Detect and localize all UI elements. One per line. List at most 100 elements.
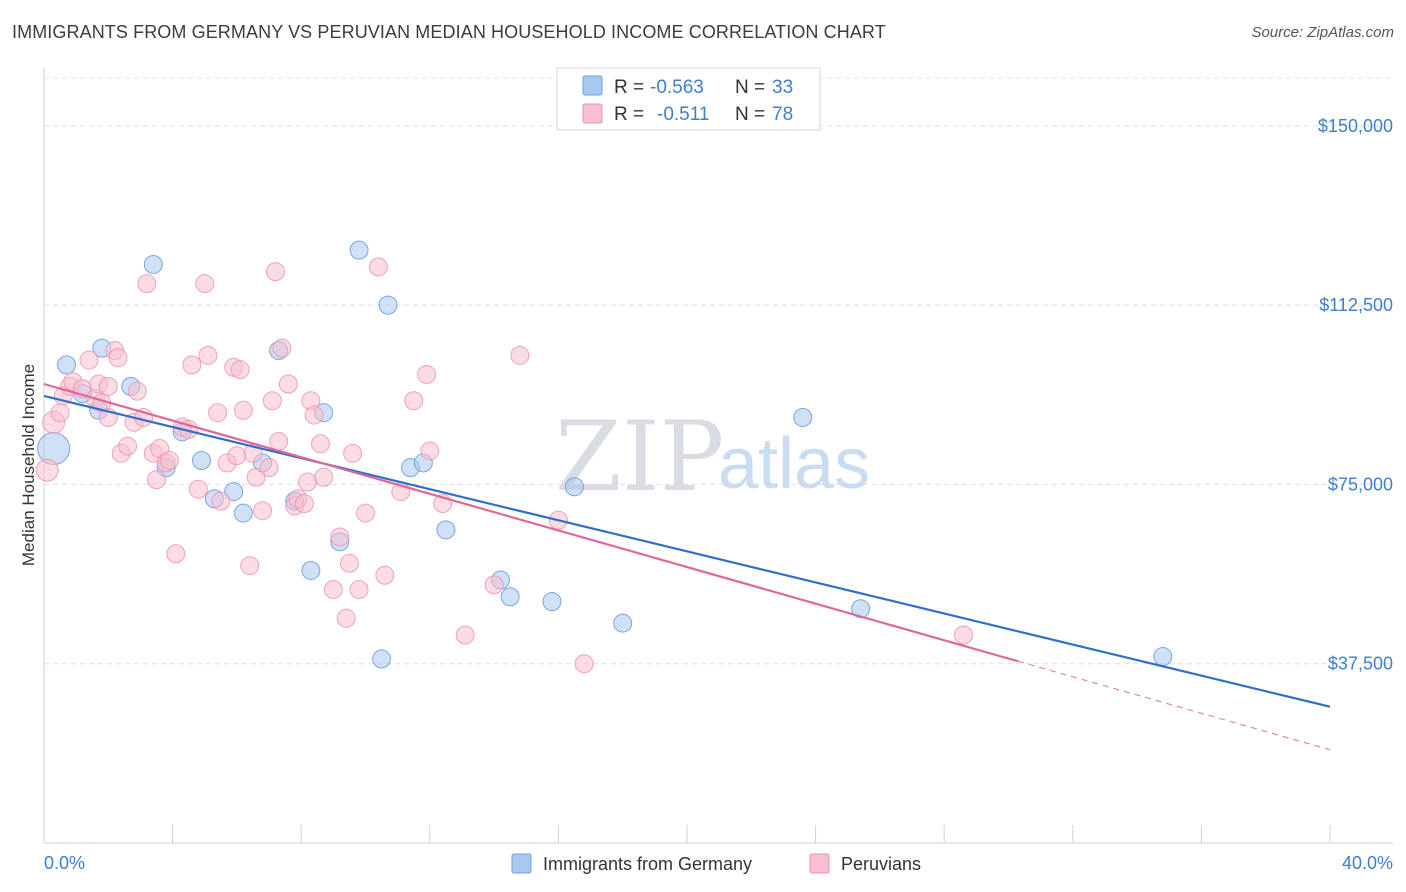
y-tick-label: $112,500 — [1319, 295, 1393, 315]
x-tick-max: 40.0% — [1342, 853, 1393, 873]
watermark: ZIP atlas — [555, 401, 870, 513]
data-point — [118, 436, 138, 456]
legend-swatch-peruvians — [582, 103, 603, 124]
data-point — [1153, 647, 1173, 667]
data-point — [368, 257, 388, 277]
data-point — [323, 580, 343, 600]
data-point — [375, 565, 395, 585]
data-point — [253, 501, 273, 521]
y-axis-label: Median Household Income — [19, 364, 38, 566]
watermark-atlas: atlas — [718, 424, 870, 504]
data-point — [378, 295, 398, 315]
data-point — [272, 338, 292, 358]
data-point — [246, 467, 266, 487]
data-point — [127, 381, 147, 401]
data-point — [259, 458, 279, 478]
legend-n-value-germany: 33 — [772, 77, 793, 98]
data-point — [227, 446, 247, 466]
data-point — [542, 592, 562, 612]
legend-n-value-peruvians: 78 — [772, 104, 793, 125]
data-point — [265, 262, 285, 282]
legend-n-label-germany: N = — [735, 77, 765, 98]
y-tick-label: $75,000 — [1328, 474, 1393, 494]
trend-lines — [43, 382, 1331, 751]
y-tick-label: $150,000 — [1318, 116, 1393, 136]
data-point — [336, 608, 356, 628]
data-point — [436, 520, 456, 540]
data-point — [192, 451, 212, 470]
data-point — [420, 441, 440, 461]
data-point — [310, 434, 330, 454]
data-point — [230, 360, 250, 380]
data-point — [953, 625, 973, 645]
series-legend-label-germany: Immigrants from Germany — [543, 854, 752, 874]
data-point — [147, 470, 167, 490]
data-point — [211, 491, 231, 511]
legend-swatch-germany — [582, 75, 603, 96]
data-point — [262, 391, 282, 411]
data-point — [143, 254, 163, 274]
series-legend-swatch-germany — [511, 853, 532, 874]
data-point — [166, 544, 186, 564]
watermark-zip: ZIP — [555, 401, 724, 513]
data-point — [137, 274, 157, 294]
data-point — [240, 556, 260, 576]
data-point — [613, 613, 633, 633]
correlation-legend: R = -0.563 N = 33 R = -0.511 N = 78 — [556, 67, 821, 131]
series-legend-label-peruvians: Peruvians — [841, 854, 921, 874]
data-point — [269, 431, 289, 451]
data-point — [198, 345, 218, 365]
data-point — [339, 553, 359, 573]
data-point — [301, 560, 321, 580]
data-point — [510, 345, 530, 365]
y-tick-labels: $37,500 $75,000 $112,500 $150,000 — [1318, 116, 1393, 674]
data-point — [417, 364, 437, 384]
series-legend: Immigrants from Germany Peruvians — [511, 853, 921, 874]
legend-r-value-peruvians: -0.511 — [657, 104, 709, 125]
data-point — [233, 503, 253, 523]
data-point — [159, 451, 179, 470]
data-point — [57, 355, 77, 375]
data-point — [233, 400, 253, 420]
trend-line-peruvians — [43, 382, 1019, 663]
data-point — [35, 458, 59, 482]
data-point — [108, 348, 128, 368]
data-point — [500, 587, 520, 607]
legend-r-label-germany: R = — [614, 77, 644, 98]
data-point — [294, 494, 314, 514]
data-point — [182, 355, 202, 375]
chart-title: IMMIGRANTS FROM GERMANY VS PERUVIAN MEDI… — [12, 22, 886, 42]
data-point — [372, 649, 392, 669]
data-point — [349, 580, 369, 600]
data-point — [298, 472, 318, 492]
y-tick-label: $37,500 — [1328, 654, 1393, 674]
data-point — [224, 482, 244, 502]
data-point — [79, 350, 99, 370]
trend-line-germany — [43, 394, 1331, 708]
data-point — [98, 376, 118, 396]
data-point — [349, 240, 369, 260]
data-point — [304, 405, 324, 425]
data-point — [484, 575, 504, 595]
data-point — [455, 625, 475, 645]
data-point — [404, 391, 424, 411]
data-point — [195, 274, 215, 294]
series-legend-swatch-peruvians — [809, 853, 830, 874]
data-point — [208, 403, 228, 423]
legend-r-value-germany: -0.563 — [650, 77, 704, 98]
data-point — [330, 527, 350, 547]
data-point — [356, 503, 375, 523]
data-point — [50, 403, 70, 423]
legend-r-label-peruvians: R = — [614, 104, 644, 125]
data-point — [564, 477, 584, 497]
data-point — [793, 407, 813, 427]
data-point — [851, 599, 871, 619]
x-tick-min: 0.0% — [44, 853, 85, 873]
data-point — [343, 443, 363, 463]
legend-n-label-peruvians: N = — [735, 104, 765, 125]
data-point — [278, 374, 298, 394]
data-point — [188, 479, 208, 499]
data-point — [574, 654, 594, 674]
trend-line-extension-peruvians — [1017, 660, 1331, 751]
